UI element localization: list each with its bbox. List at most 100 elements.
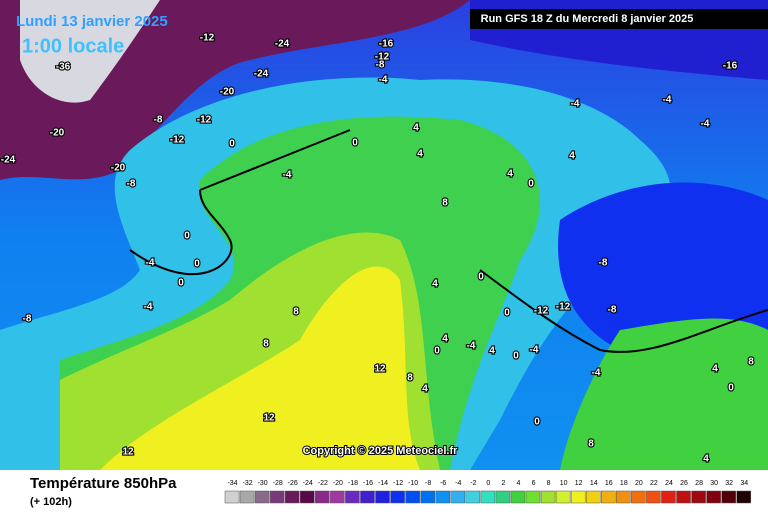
contour-label: -4 — [592, 368, 601, 379]
contour-label: 0 — [434, 346, 440, 357]
contour-label: 12 — [263, 413, 275, 424]
legend-label: -14 — [378, 480, 388, 487]
legend-swatch — [269, 490, 285, 504]
legend-label: 8 — [547, 480, 551, 487]
legend-label: 12 — [575, 480, 583, 487]
legend-swatch — [375, 490, 390, 504]
contour-label: -24 — [275, 39, 290, 50]
legend-swatch — [601, 490, 616, 504]
legend-label: -2 — [470, 480, 476, 487]
legend-label: -12 — [393, 480, 403, 487]
contour-label: -12 — [170, 135, 185, 146]
legend-label: -26 — [288, 480, 298, 487]
legend-swatch — [570, 490, 586, 504]
contour-label: 0 — [229, 139, 235, 150]
legend-label: 30 — [710, 480, 718, 487]
footer-lead: (+ 102h) — [30, 496, 72, 508]
contour-label: 4 — [489, 346, 495, 357]
legend-swatch — [300, 490, 315, 504]
legend-swatch — [330, 490, 345, 504]
legend-label: -16 — [363, 480, 373, 487]
legend-swatch — [420, 490, 435, 504]
legend-swatch — [631, 490, 646, 504]
contour-label: -4 — [663, 95, 672, 106]
run-info: Run GFS 18 Z du Mercredi 8 janvier 2025 — [481, 13, 694, 25]
contour-label: -20 — [111, 163, 126, 174]
legend-swatch — [450, 490, 466, 504]
legend-label: 6 — [532, 480, 536, 487]
contour-label: 0 — [184, 231, 190, 242]
contour-label: -12 — [197, 115, 212, 126]
contour-label: 0 — [728, 383, 734, 394]
legend-label: 18 — [620, 480, 628, 487]
legend-swatch — [585, 490, 601, 504]
contour-label: 0 — [513, 351, 519, 362]
legend-swatch — [540, 490, 556, 504]
legend-label: -18 — [348, 480, 358, 487]
contour-label: -36 — [56, 62, 71, 73]
contour-label: -8 — [599, 258, 608, 269]
legend-swatch — [315, 490, 330, 504]
contour-label: 0 — [178, 278, 184, 289]
contour-label: 0 — [528, 179, 534, 190]
legend-swatch — [525, 490, 541, 504]
legend-label: -6 — [440, 480, 446, 487]
legend-label: 4 — [517, 480, 521, 487]
contour-label: -4 — [530, 345, 539, 356]
contour-label: -12 — [556, 302, 571, 313]
contour-label: 0 — [194, 259, 200, 270]
legend-label: 10 — [560, 480, 568, 487]
legend-swatch — [736, 490, 752, 504]
contour-label: -20 — [50, 128, 65, 139]
forecast-time: 1:00 locale — [22, 35, 124, 57]
legend-label: -20 — [333, 480, 343, 487]
legend-swatch — [390, 490, 405, 504]
contour-label: 4 — [422, 384, 428, 395]
legend-label: -32 — [243, 480, 253, 487]
legend-label: -4 — [455, 480, 461, 487]
contour-label: 0 — [534, 417, 540, 428]
legend-label: -34 — [227, 480, 237, 487]
legend-label: -28 — [273, 480, 283, 487]
legend-label: 28 — [695, 480, 703, 487]
legend-label: 34 — [740, 480, 748, 487]
legend-swatch — [661, 490, 676, 504]
legend-swatch — [676, 490, 691, 504]
contour-label: 0 — [352, 138, 358, 149]
contour-label: 4 — [703, 454, 709, 465]
legend-label: -30 — [258, 480, 268, 487]
contour-label: 4 — [507, 169, 513, 180]
legend-swatch — [721, 490, 736, 504]
contour-label: 8 — [263, 339, 269, 350]
legend: -34 -32 -30 -28 -26 -24 -22 -20 -18 -16 -14 -12 -10-… — [224, 480, 752, 504]
legend-label: 24 — [665, 480, 673, 487]
contour-label: -16 — [379, 39, 394, 50]
contour-label: 8 — [748, 357, 754, 368]
contour-label: 4 — [712, 364, 718, 375]
contour-label: 4 — [569, 151, 575, 162]
contour-label: -16 — [723, 61, 738, 72]
legend-label: -8 — [425, 480, 431, 487]
contour-label: -4 — [571, 99, 580, 110]
legend-swatch — [284, 490, 300, 504]
contour-label: 8 — [442, 198, 448, 209]
legend-label: 0 — [486, 480, 490, 487]
contour-label: -4 — [701, 119, 710, 130]
contour-label: -8 — [127, 179, 136, 190]
legend-swatch — [254, 490, 270, 504]
legend-label: 16 — [605, 480, 613, 487]
legend-swatch — [646, 490, 661, 504]
contour-label: 4 — [442, 334, 448, 345]
legend-label: 14 — [590, 480, 598, 487]
contour-label: -8 — [154, 115, 163, 126]
legend-swatch — [360, 490, 375, 504]
legend-swatch — [224, 490, 240, 504]
contour-label: -12 — [375, 52, 390, 63]
map — [0, 0, 768, 470]
legend-label: 32 — [725, 480, 733, 487]
legend-label: 22 — [650, 480, 658, 487]
contour-label: -4 — [467, 341, 476, 352]
legend-label: 2 — [501, 480, 505, 487]
legend-swatch — [616, 490, 631, 504]
legend-label: -22 — [318, 480, 328, 487]
